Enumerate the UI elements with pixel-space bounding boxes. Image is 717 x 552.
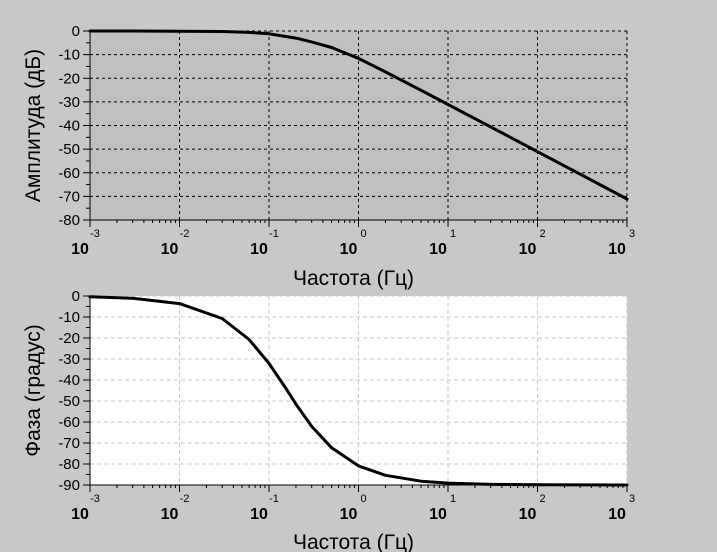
magnitude-ytick-label: -70 [58,188,80,205]
magnitude-xtick-label-exponent: -1 [269,228,279,240]
magnitude-xtick-label-base: 10 [429,241,447,258]
phase-xtick-label-exponent: 2 [539,493,545,505]
magnitude-xtick-label-exponent: 1 [450,228,456,240]
phase-ytick-label: -40 [58,372,80,389]
magnitude-ytick-label: -50 [58,141,80,158]
phase-ytick-label: -90 [58,477,80,494]
phase-ytick-label: -30 [58,351,80,368]
phase-ytick-label: -80 [58,456,80,473]
magnitude-y-axis-label: Амплитуда (дБ) [22,49,45,202]
magnitude-xtick-label-exponent: 3 [629,228,635,240]
phase-xtick-label-exponent: 1 [450,493,456,505]
phase-xtick-label-base: 10 [519,506,537,523]
phase-xtick-label-exponent: -2 [180,493,190,505]
magnitude-ytick-label: -80 [58,212,80,229]
phase-xtick-label-base: 10 [161,506,179,523]
phase-chart: 0-10-20-30-40-50-60-70-80-9010-310-210-1… [22,288,635,552]
phase-xtick-label-exponent: 0 [360,493,366,505]
magnitude-xtick-label-exponent: 0 [360,228,366,240]
phase-xtick-label-base: 10 [71,506,89,523]
magnitude-ytick-label: -40 [58,118,80,135]
magnitude-xtick-label-base: 10 [71,241,89,258]
phase-ytick-label: -20 [58,330,80,347]
magnitude-x-axis-label: Частота (Гц) [293,267,414,290]
phase-xtick-label-base: 10 [429,506,447,523]
magnitude-chart: 0-10-20-30-40-50-60-70-8010-310-210-1100… [22,23,635,290]
phase-ytick-label: -70 [58,435,80,452]
phase-xtick-label-base: 10 [250,506,268,523]
magnitude-xtick-label-exponent: -3 [90,228,100,240]
phase-xtick-label-exponent: 3 [629,493,635,505]
magnitude-ytick-label: -10 [58,47,80,64]
magnitude-xtick-label-exponent: 2 [539,228,545,240]
phase-xtick-label-exponent: -3 [90,493,100,505]
phase-ytick-label: -60 [58,414,80,431]
magnitude-ytick-label: -20 [58,70,80,87]
phase-ytick-label: -10 [58,309,80,326]
magnitude-xtick-label-base: 10 [608,241,626,258]
magnitude-ytick-label: -60 [58,165,80,182]
phase-y-axis-label: Фаза (градус) [22,324,45,457]
magnitude-ytick-label: -30 [58,94,80,111]
magnitude-xtick-label-base: 10 [161,241,179,258]
magnitude-xtick-label-base: 10 [519,241,537,258]
phase-xtick-label-base: 10 [608,506,626,523]
magnitude-xtick-label-exponent: -2 [180,228,190,240]
magnitude-ytick-label: 0 [72,23,80,40]
phase-ytick-label: 0 [72,288,80,305]
magnitude-series-line [88,29,629,201]
magnitude-xtick-label-base: 10 [340,241,358,258]
phase-xtick-label-exponent: -1 [269,493,279,505]
magnitude-xtick-label-base: 10 [250,241,268,258]
phase-ytick-label: -50 [58,393,80,410]
phase-x-axis-label: Частота (Гц) [293,531,414,552]
phase-series-line [88,295,629,487]
phase-xtick-label-base: 10 [340,506,358,523]
